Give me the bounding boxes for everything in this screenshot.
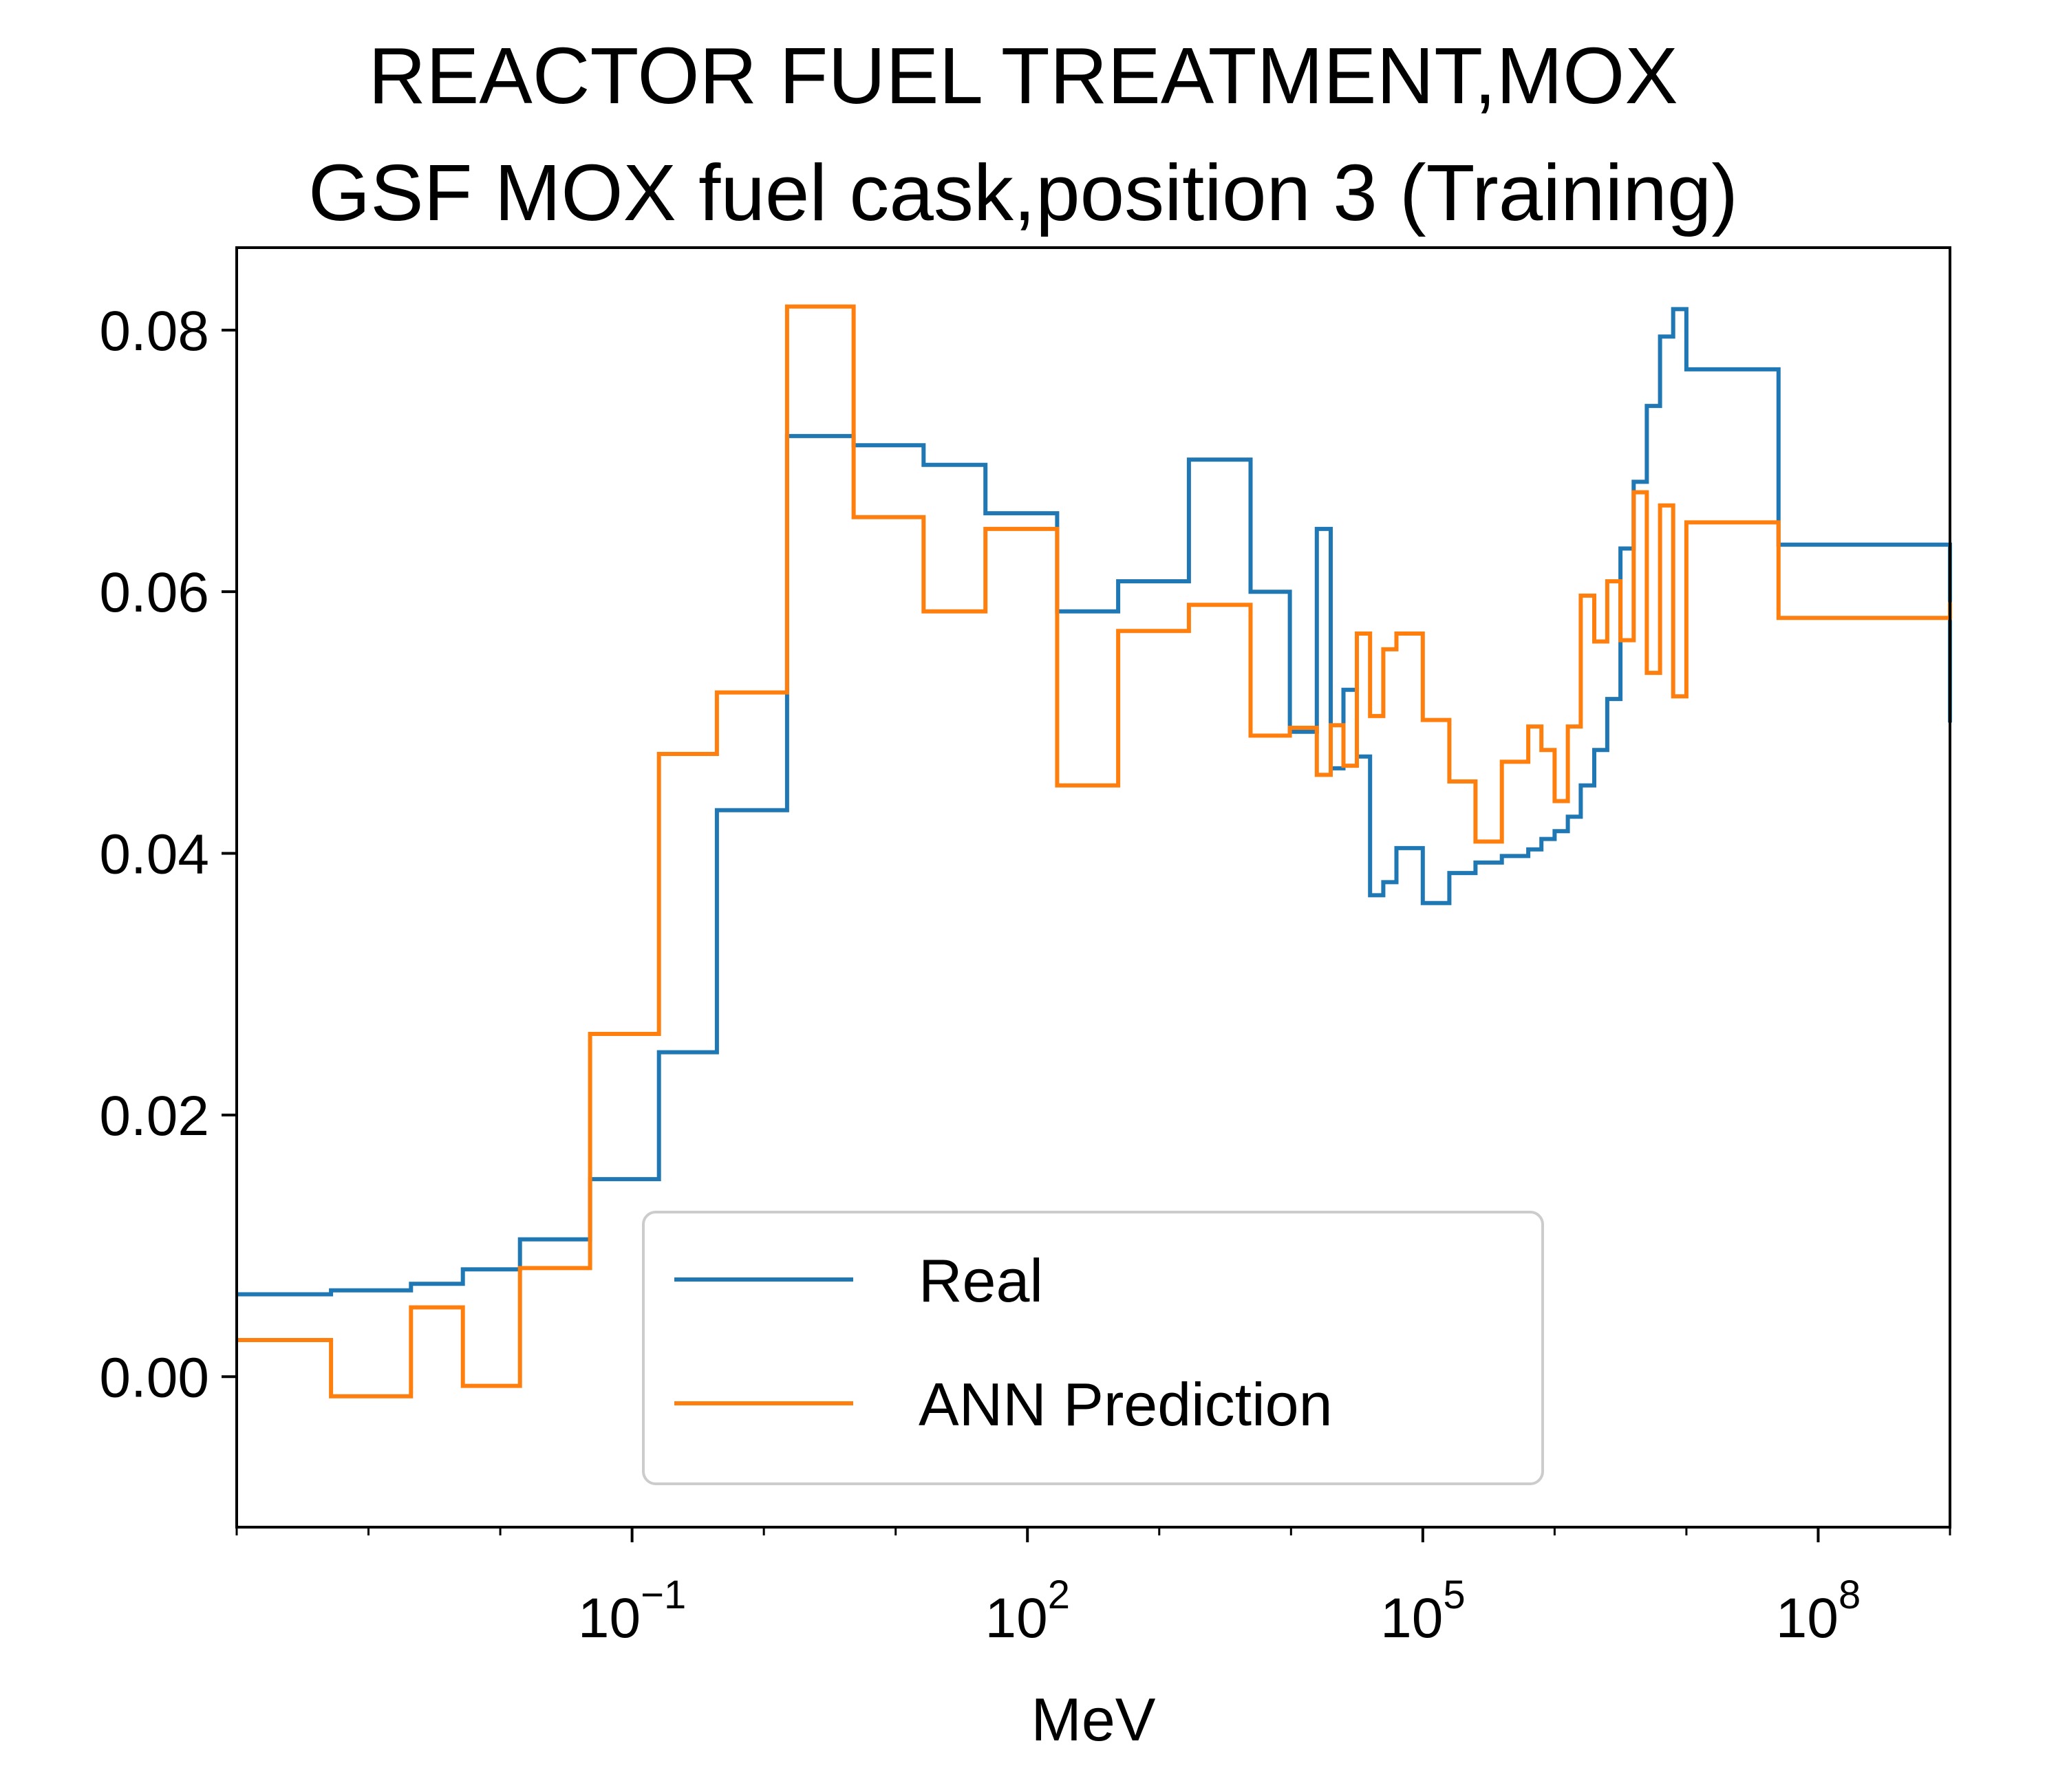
y-tick-label: 0.08	[99, 300, 209, 363]
series-line-real	[237, 307, 1952, 1297]
chart-subtitle: GSF MOX fuel cask,position 3 (Training)	[308, 148, 1738, 237]
x-tick-label: 10−1	[578, 1573, 686, 1650]
series-line-ann-prediction	[237, 304, 1952, 1399]
series-layer	[237, 304, 1952, 1399]
plot-frame	[235, 246, 1951, 1529]
y-axis: 0.08 0.06 0.04 0.02 0.00	[99, 300, 237, 1409]
x-tick-label: 102	[985, 1573, 1069, 1650]
legend: Real ANN Prediction	[642, 1211, 1544, 1485]
x-tick-label: 108	[1776, 1573, 1861, 1650]
legend-label-ann-prediction: ANN Prediction	[919, 1370, 1333, 1438]
y-tick-label: 0.02	[99, 1085, 209, 1147]
legend-box	[642, 1211, 1544, 1485]
y-tick-label: 0.00	[99, 1346, 209, 1409]
plot-area	[235, 246, 1952, 1529]
x-tick-label: 105	[1380, 1573, 1465, 1650]
y-tick-label: 0.04	[99, 823, 209, 886]
chart-title: REACTOR FUEL TREATMENT,MOX	[368, 31, 1678, 120]
y-tick-label: 0.06	[99, 561, 209, 624]
legend-label-real: Real	[919, 1246, 1043, 1315]
x-axis-label: MeV	[1031, 1685, 1156, 1753]
x-axis: 10−1 102 105 108	[235, 1527, 1951, 1650]
